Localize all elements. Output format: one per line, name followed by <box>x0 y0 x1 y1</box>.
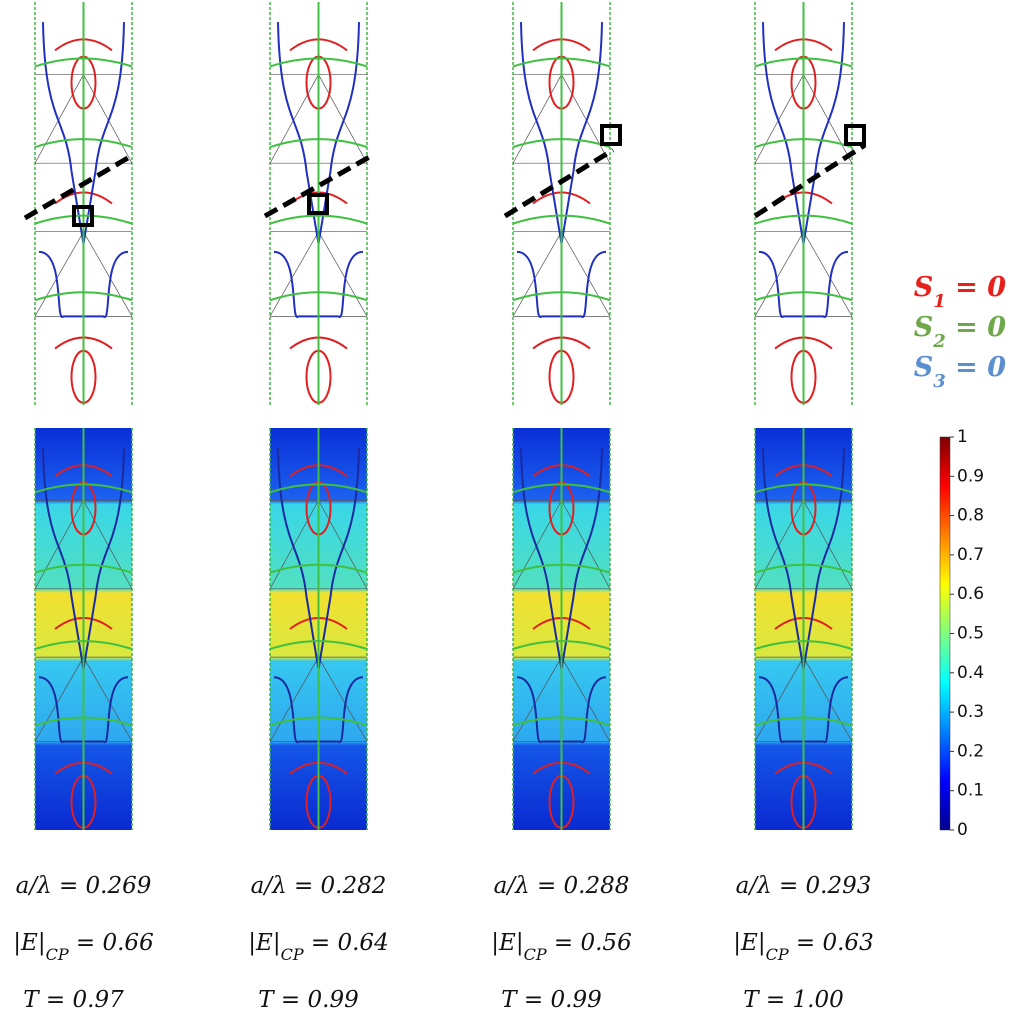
a-lambda: a/λ = 0.269 <box>16 873 152 899</box>
colorbar-tick-label: 0.5 <box>957 624 984 644</box>
panel: a/λ = 0.293 |E|CP = 0.63 T = 1.00 <box>733 2 873 1013</box>
legend-rest: = 0 <box>946 312 1006 343</box>
t-value: T = 0.99 <box>258 987 358 1013</box>
e-cp-rest: = 0.56 <box>547 930 632 956</box>
cut-line <box>505 150 613 216</box>
legend-symbol: S <box>914 272 934 303</box>
panel: a/λ = 0.269 |E|CP = 0.66 T = 0.97 <box>13 2 153 1013</box>
legend-entry: S2 = 0 <box>914 312 1006 352</box>
e-cp-base: |E| <box>13 930 45 956</box>
legend-rest: = 0 <box>946 352 1006 383</box>
t-value: T = 1.00 <box>743 987 843 1013</box>
colorbar-tick-label: 0.4 <box>957 663 984 683</box>
marker-box <box>602 126 620 144</box>
colorbar <box>940 437 950 830</box>
e-cp-sub: CP <box>46 945 69 964</box>
a-lambda: a/λ = 0.293 <box>736 873 872 899</box>
t-value: T = 0.99 <box>501 987 601 1013</box>
a-lambda: a/λ = 0.282 <box>251 873 387 899</box>
legend-sub: 1 <box>933 291 946 312</box>
panel: a/λ = 0.288 |E|CP = 0.56 T = 0.99 <box>491 2 631 1013</box>
colorbar-tick-label: 0.9 <box>957 466 984 486</box>
colorbar-tick-label: 1 <box>957 427 968 447</box>
e-cp-sub: CP <box>281 945 304 964</box>
e-cp: |E|CP = 0.63 <box>733 930 873 964</box>
colorbar-tick-label: 0.8 <box>957 506 984 526</box>
legend-sub: 3 <box>933 371 946 392</box>
legend-entry: S3 = 0 <box>914 352 1006 392</box>
e-cp-sub: CP <box>766 945 789 964</box>
e-cp: |E|CP = 0.66 <box>13 930 153 964</box>
colorbar-tick-label: 0.1 <box>957 781 984 801</box>
e-cp-rest: = 0.64 <box>304 930 389 956</box>
figure: a/λ = 0.269|E|CP = 0.66T = 0.97a/λ = 0.2… <box>0 0 1011 1014</box>
legend-entry: S1 = 0 <box>914 272 1006 312</box>
e-cp-sub: CP <box>524 945 547 964</box>
e-cp-base: |E| <box>248 930 280 956</box>
e-cp-base: |E| <box>491 930 523 956</box>
legend-symbol: S <box>914 352 934 383</box>
legend-symbol: S <box>914 312 934 343</box>
colorbar-tick-label: 0.3 <box>957 702 984 722</box>
colorbar-tick-label: 0 <box>957 820 968 840</box>
e-cp-base: |E| <box>733 930 765 956</box>
colorbar-tick-label: 0.2 <box>957 741 984 761</box>
a-lambda: a/λ = 0.288 <box>494 873 630 899</box>
colorbar-tick-label: 0.6 <box>957 584 984 604</box>
e-cp-rest: = 0.66 <box>69 930 154 956</box>
panel: a/λ = 0.282 |E|CP = 0.64 T = 0.99 <box>248 2 388 1013</box>
legend-rest: = 0 <box>946 272 1006 303</box>
marker-box <box>846 126 864 144</box>
t-value: T = 0.97 <box>23 987 124 1013</box>
e-cp-rest: = 0.63 <box>789 930 874 956</box>
colorbar-tick-label: 0.7 <box>957 545 984 565</box>
e-cp: |E|CP = 0.64 <box>248 930 388 964</box>
e-cp: |E|CP = 0.56 <box>491 930 631 964</box>
legend-sub: 2 <box>932 331 946 352</box>
